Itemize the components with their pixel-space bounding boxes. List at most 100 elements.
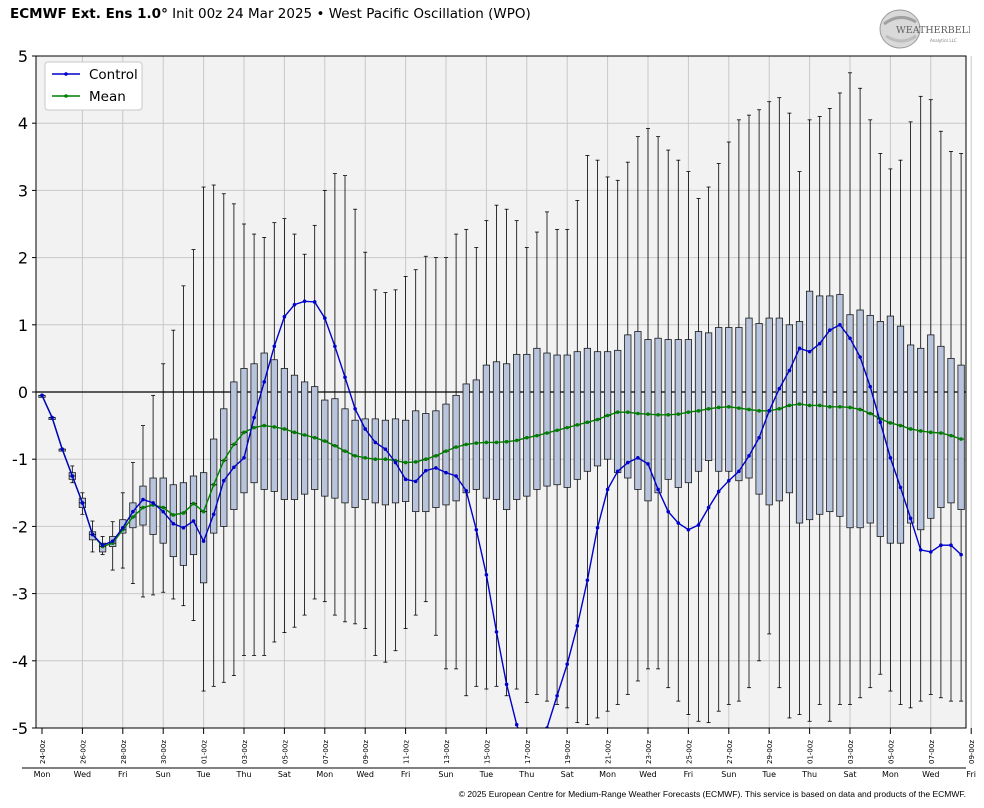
title-separator: • [316, 6, 325, 22]
mean-point [262, 423, 267, 428]
control-point [878, 420, 883, 425]
control-point [252, 415, 256, 420]
title-model: ECMWF Ext. Ens 1.0 [10, 6, 162, 22]
day-tick-label: Sat [278, 770, 291, 779]
mean-point [201, 509, 206, 514]
control-point [797, 346, 802, 351]
day-tick-label: Mon [599, 770, 616, 779]
box-iqr [937, 345, 945, 508]
control-point [110, 539, 115, 543]
mean-point [858, 407, 862, 412]
mean-point [403, 460, 408, 465]
mean-point [555, 428, 559, 433]
logo-subtext: Analytics LLC [930, 38, 957, 43]
control-point [817, 341, 822, 346]
control-point [636, 456, 640, 460]
title-index: West Pacific Oscillation (WPO) [328, 6, 531, 22]
box-iqr [432, 410, 440, 508]
box-iqr [351, 419, 359, 508]
mean-point [949, 433, 953, 438]
mean-point [787, 403, 792, 408]
control-point [90, 532, 95, 537]
mean-point [252, 425, 256, 430]
day-tick-label: Tue [196, 770, 211, 779]
box-iqr [381, 419, 390, 506]
mean-point [716, 405, 721, 410]
mean-point [939, 431, 943, 435]
mean-point [727, 404, 731, 409]
mean-point [242, 430, 246, 435]
mean-point [828, 404, 832, 409]
control-point [211, 512, 216, 517]
control-point [393, 460, 398, 465]
control-point [424, 468, 428, 473]
y-tick-label: -2 [12, 517, 28, 536]
mean-point [908, 427, 913, 431]
box-iqr [886, 315, 895, 544]
control-point [464, 488, 469, 493]
control-point [676, 521, 681, 525]
box-iqr [725, 327, 733, 472]
y-tick-label: 1 [18, 316, 28, 335]
box-iqr [250, 363, 258, 484]
control-point [828, 328, 832, 332]
mean-point [434, 454, 438, 458]
control-point [848, 336, 852, 341]
control-point [494, 630, 499, 634]
day-tick-label: Sun [156, 770, 171, 779]
box-iqr [321, 399, 329, 497]
legend-label: Mean [89, 89, 126, 105]
mean-point [292, 430, 297, 435]
control-point [686, 527, 691, 532]
date-tick-label: 23-00z [645, 740, 653, 764]
mean-point [535, 433, 539, 438]
date-tick-label: 27-00z [726, 740, 734, 764]
mean-point [737, 406, 741, 410]
day-tick-label: Mon [34, 770, 51, 779]
control-point [323, 316, 327, 320]
box-iqr [513, 353, 521, 500]
mean-point [646, 412, 650, 416]
date-tick-label: 17-00z [524, 740, 532, 764]
mean-point [868, 411, 872, 416]
mean-point [888, 421, 893, 425]
box-iqr [745, 317, 753, 479]
control-point [343, 375, 347, 380]
box-iqr [755, 323, 763, 495]
box-iqr [422, 413, 430, 513]
box-iqr [260, 352, 268, 490]
control-point [949, 543, 953, 548]
control-point [444, 470, 448, 475]
box-iqr [624, 334, 632, 479]
box-iqr [442, 403, 450, 506]
control-point [646, 462, 650, 466]
control-point [242, 456, 246, 460]
control-point [858, 355, 862, 359]
box-iqr [785, 324, 794, 494]
date-tick-label: 11-00z [403, 740, 411, 764]
mean-point [333, 443, 337, 448]
box-iqr [199, 472, 208, 584]
control-point [131, 509, 135, 514]
day-tick-label: Fri [401, 770, 411, 779]
box-iqr [553, 354, 561, 486]
mean-point [585, 420, 590, 425]
mean-point [817, 403, 822, 408]
control-point [696, 523, 701, 527]
control-point [60, 447, 64, 451]
date-tick-label: 15-00z [483, 740, 491, 764]
day-tick-label: Wed [356, 770, 373, 779]
mean-point [696, 409, 701, 413]
date-tick-label: 05-00z [281, 740, 289, 764]
mean-point [959, 437, 963, 441]
control-point [716, 489, 721, 494]
box-iqr [664, 339, 672, 480]
day-tick-label: Sun [721, 770, 736, 779]
box-iqr [826, 295, 834, 513]
control-point [555, 693, 559, 698]
date-tick-label: 28-00z [120, 740, 128, 764]
control-point [434, 466, 438, 470]
mean-point [747, 407, 751, 412]
control-point [767, 409, 771, 413]
control-point [706, 505, 711, 510]
